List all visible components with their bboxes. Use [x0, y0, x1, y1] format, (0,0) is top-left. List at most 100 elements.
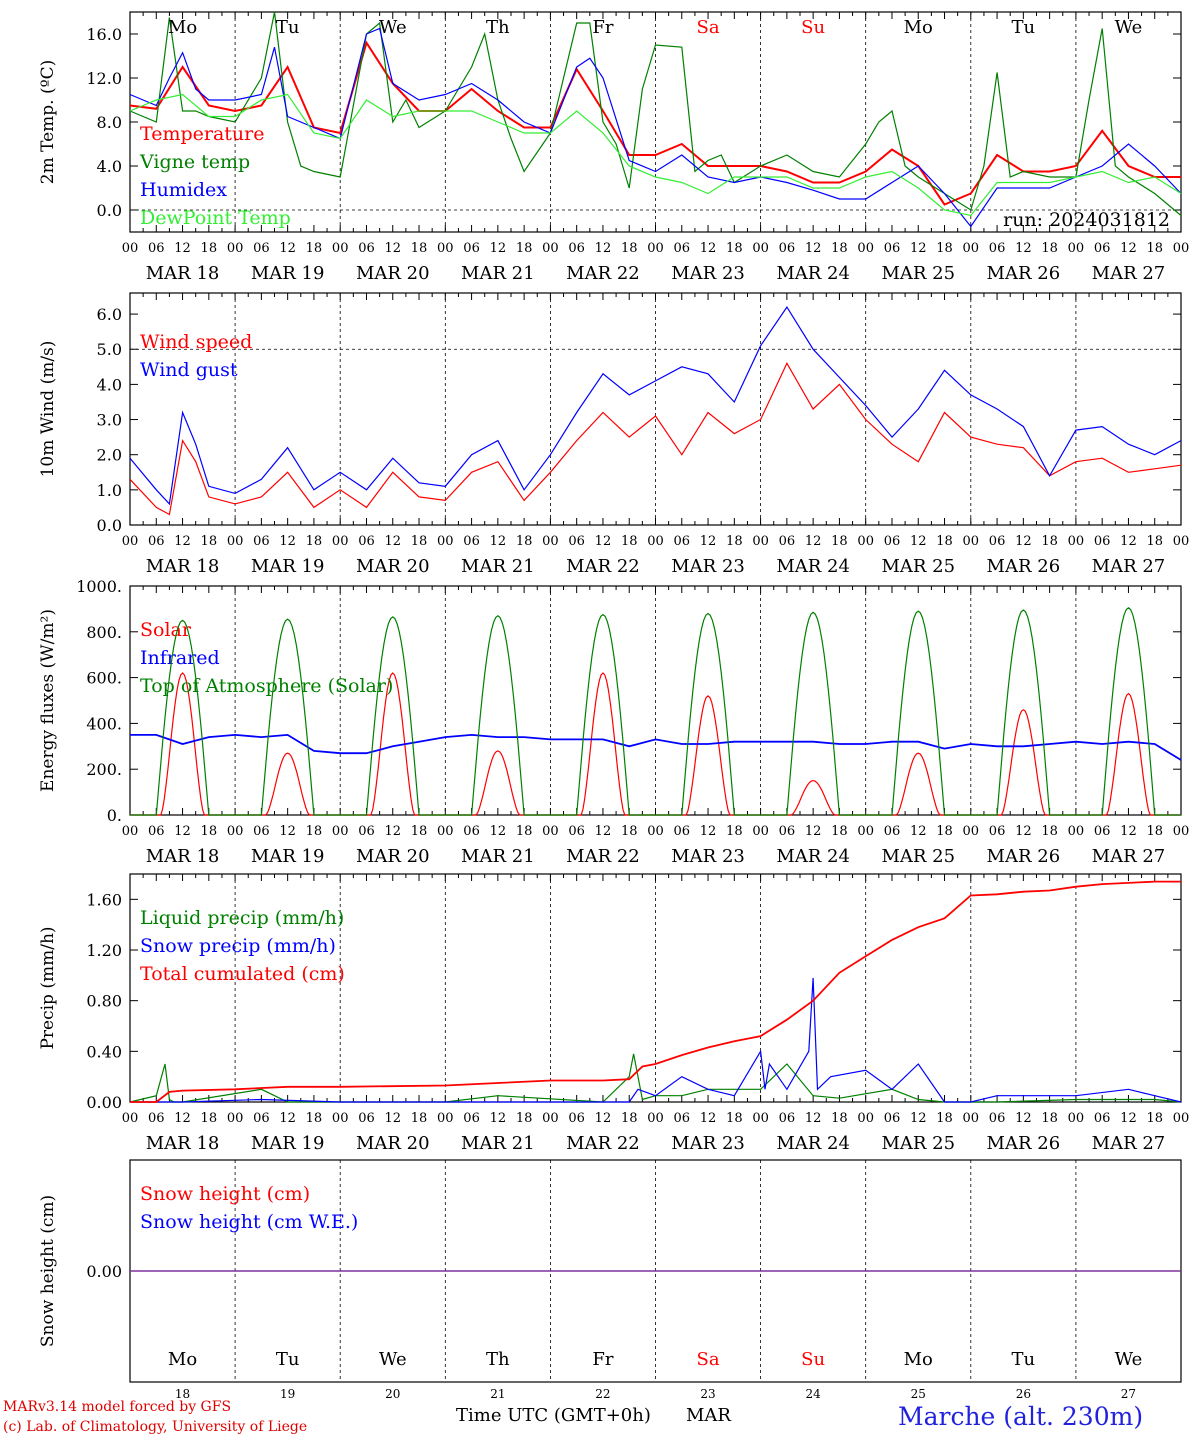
hour-label: 00	[1173, 1111, 1190, 1126]
hour-label: 00	[857, 534, 874, 549]
hour-label: 18	[1146, 241, 1163, 256]
hour-label: 06	[253, 1111, 270, 1126]
panel-2: 0.0 1.0 2.0 3.0 4.0 5.0 6.0 10m Wind (m/s) 00 06 1…	[38, 292, 1190, 577]
hour-label: 06	[779, 241, 796, 256]
hour-label: 06	[989, 534, 1006, 549]
hour-label: 06	[779, 824, 796, 839]
hour-label: 00	[437, 241, 454, 256]
hour-label: 00	[1068, 241, 1085, 256]
date-label: MAR 20	[356, 556, 430, 577]
date-label: MAR 23	[671, 556, 745, 577]
day-number-label: 23	[700, 1387, 715, 1401]
hour-label: 06	[674, 241, 691, 256]
weekday-label: We	[1115, 17, 1143, 38]
y-tick-label: 1.20	[86, 941, 122, 960]
y-tick-label: 1.60	[86, 890, 122, 909]
weekday-label: Tu	[1012, 17, 1036, 38]
weekday-label: We	[379, 17, 407, 38]
y-tick-label: 400.	[86, 714, 122, 733]
hour-label: 00	[122, 1111, 139, 1126]
y-tick-label: 6.0	[97, 305, 122, 324]
hour-label: 00	[647, 241, 664, 256]
hour-label: 18	[1146, 824, 1163, 839]
hour-label: 12	[1015, 241, 1032, 256]
hour-label: 00	[1173, 241, 1190, 256]
y-tick-label: 12.0	[86, 69, 122, 88]
legend-entry: Liquid precip (mm/h)	[140, 907, 344, 929]
hour-label: 06	[884, 824, 901, 839]
legend-entry: Wind speed	[140, 331, 252, 353]
panel-3: 0. 200. 400. 600. 800. 1000. Energy fluxes (W/…	[38, 577, 1189, 867]
hour-label: 12	[595, 1111, 612, 1126]
date-label: MAR 20	[356, 846, 430, 867]
hour-label: 00	[332, 1111, 349, 1126]
date-label: MAR 27	[1092, 846, 1166, 867]
legend-entry: Total cumulated (cm)	[140, 963, 345, 985]
date-label: MAR 25	[881, 263, 955, 284]
y-tick-label: 4.0	[97, 157, 122, 176]
hour-label: 00	[857, 241, 874, 256]
hour-label: 00	[542, 824, 559, 839]
date-label: MAR 27	[1092, 556, 1166, 577]
weekday-label: Tu	[276, 17, 300, 38]
hour-label: 18	[411, 824, 428, 839]
hour-label: 18	[621, 241, 638, 256]
date-label: MAR 24	[776, 1133, 850, 1154]
date-label: MAR 18	[146, 263, 220, 284]
hour-label: 00	[437, 824, 454, 839]
day-number-label: 21	[490, 1387, 505, 1401]
date-label: MAR 19	[251, 846, 325, 867]
hour-label: 18	[831, 534, 848, 549]
hour-label: 06	[148, 241, 165, 256]
hour-label: 18	[726, 534, 743, 549]
day-number-label: 19	[280, 1387, 295, 1401]
series-line	[129, 93, 1182, 217]
hour-label: 00	[332, 534, 349, 549]
hour-label: 00	[332, 824, 349, 839]
series-line	[130, 733, 1182, 761]
y-tick-label: 1000.	[76, 577, 122, 596]
hour-label: 00	[542, 1111, 559, 1126]
hour-label: 06	[989, 1111, 1006, 1126]
weekday-label: Su	[801, 17, 825, 38]
hour-label: 06	[674, 824, 691, 839]
hour-label: 06	[463, 241, 480, 256]
hour-label: 18	[1041, 1111, 1058, 1126]
hour-label: 18	[516, 241, 533, 256]
hour-label: 06	[674, 1111, 691, 1126]
hour-label: 00	[227, 241, 244, 256]
hour-label: 06	[358, 241, 375, 256]
series-line	[129, 11, 1182, 216]
hour-label: 06	[1094, 534, 1111, 549]
hour-label: 12	[279, 534, 296, 549]
hour-label: 18	[516, 824, 533, 839]
hour-label: 18	[306, 534, 323, 549]
weekday-label: Fr	[592, 17, 613, 38]
y-axis-label: 2m Temp. (ºC)	[38, 60, 58, 185]
weekday-label: Th	[486, 1349, 510, 1370]
y-axis-label: Precip (mm/h)	[38, 926, 58, 1049]
date-label: MAR 18	[146, 846, 220, 867]
legend-entry: Wind gust	[140, 359, 238, 381]
day-number-label: 25	[911, 1387, 926, 1401]
hour-label: 18	[936, 534, 953, 549]
y-axis-label: 10m Wind (m/s)	[38, 341, 58, 478]
hour-label: 18	[726, 1111, 743, 1126]
hour-label: 06	[148, 824, 165, 839]
legend-entry: Infrared	[140, 647, 220, 669]
hour-label: 00	[857, 824, 874, 839]
date-label: MAR 22	[566, 556, 640, 577]
hour-label: 00	[1173, 534, 1190, 549]
hour-label: 00	[963, 824, 980, 839]
series-line	[129, 361, 1182, 516]
hour-label: 18	[726, 824, 743, 839]
hour-label: 12	[1120, 1111, 1137, 1126]
hour-label: 00	[752, 241, 769, 256]
y-tick-label: 1.0	[97, 481, 122, 500]
date-label: MAR 27	[1092, 1133, 1166, 1154]
date-label: MAR 23	[671, 1133, 745, 1154]
y-tick-label: 4.0	[97, 375, 122, 394]
hour-label: 18	[201, 1111, 218, 1126]
hour-label: 06	[884, 1111, 901, 1126]
hour-label: 18	[831, 824, 848, 839]
